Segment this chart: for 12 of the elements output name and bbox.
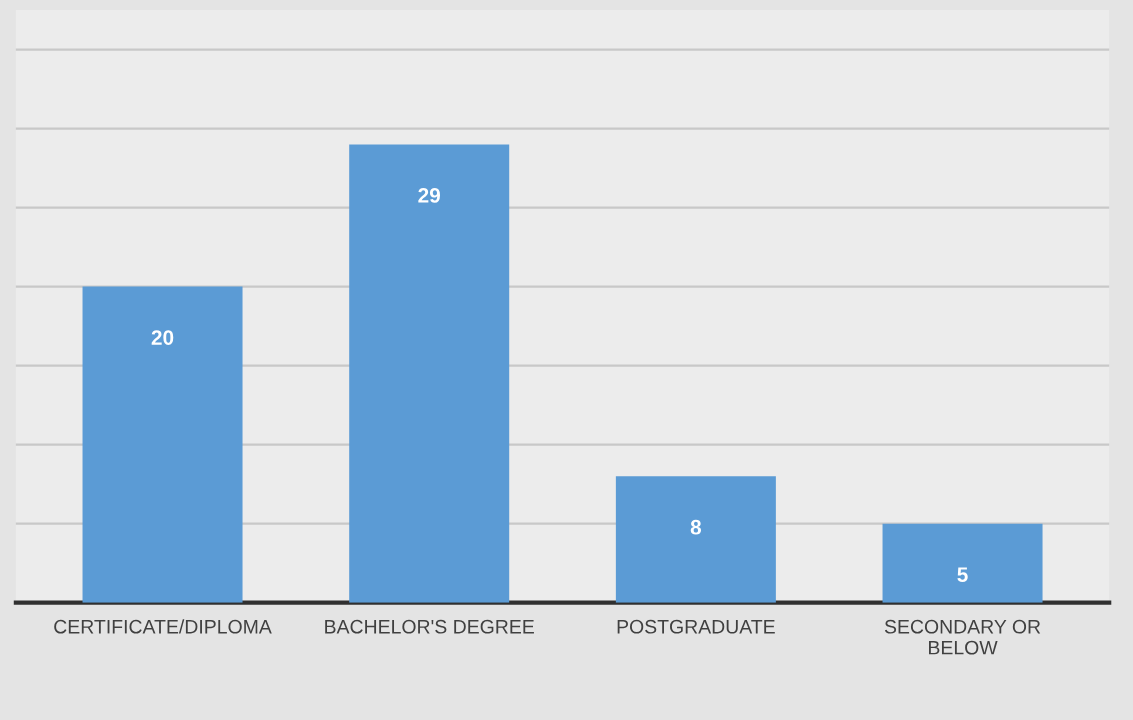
data-label: 29	[418, 188, 441, 203]
bar	[349, 144, 510, 603]
bar	[615, 476, 776, 603]
bar	[882, 523, 1043, 603]
data-label: 5	[957, 567, 968, 583]
x-tick-label: SECONDARY OR BELOW	[884, 619, 1041, 655]
data-label: 20	[151, 330, 174, 345]
x-tick-label: BACHELOR'S DEGREE	[325, 619, 534, 634]
bar	[82, 286, 243, 603]
data-label: 8	[690, 519, 702, 535]
x-tick-label: POSTGRADUATE	[617, 619, 775, 634]
x-tick-label: CERTIFICATE/DIPLOMA	[54, 619, 272, 634]
